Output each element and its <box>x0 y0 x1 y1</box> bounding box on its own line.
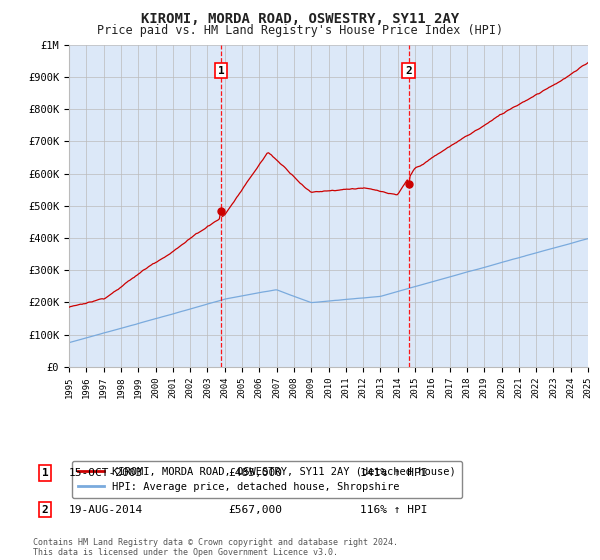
Text: 1: 1 <box>218 66 224 76</box>
Text: 141% ↑ HPI: 141% ↑ HPI <box>360 468 427 478</box>
Text: Price paid vs. HM Land Registry's House Price Index (HPI): Price paid vs. HM Land Registry's House … <box>97 24 503 36</box>
Text: 19-AUG-2014: 19-AUG-2014 <box>69 505 143 515</box>
Text: 2: 2 <box>405 66 412 76</box>
Text: Contains HM Land Registry data © Crown copyright and database right 2024.
This d: Contains HM Land Registry data © Crown c… <box>33 538 398 557</box>
Text: KIROMI, MORDA ROAD, OSWESTRY, SY11 2AY: KIROMI, MORDA ROAD, OSWESTRY, SY11 2AY <box>141 12 459 26</box>
Legend: KIROMI, MORDA ROAD, OSWESTRY, SY11 2AY (detached house), HPI: Average price, det: KIROMI, MORDA ROAD, OSWESTRY, SY11 2AY (… <box>71 460 462 498</box>
Text: £567,000: £567,000 <box>228 505 282 515</box>
Text: 116% ↑ HPI: 116% ↑ HPI <box>360 505 427 515</box>
Text: 2: 2 <box>41 505 49 515</box>
Text: 1: 1 <box>41 468 49 478</box>
Text: £485,000: £485,000 <box>228 468 282 478</box>
Text: 15-OCT-2003: 15-OCT-2003 <box>69 468 143 478</box>
